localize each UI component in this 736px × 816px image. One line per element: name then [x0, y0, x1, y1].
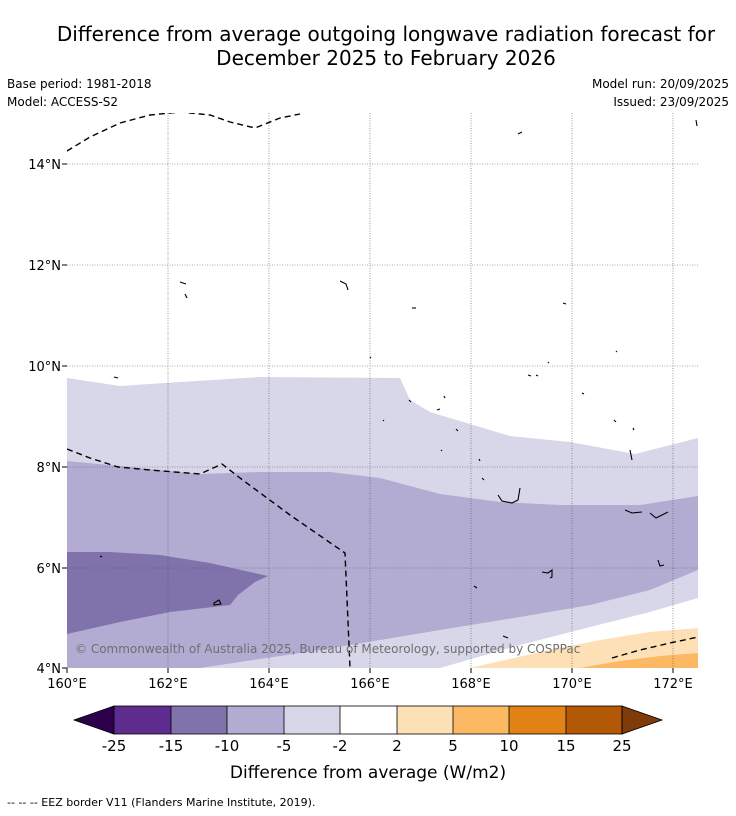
- issued-date: Issued: 23/09/2025: [613, 95, 729, 109]
- island-outlines: [99, 119, 698, 639]
- lon-label: 172°E: [653, 677, 693, 692]
- colorbar-tick: 10: [499, 737, 518, 755]
- colorbar: -25 -15 -10 -5 -2 2 5 10 15 25 Differenc…: [72, 705, 664, 783]
- map-plot-area: [67, 113, 698, 668]
- map-title-line2: December 2025 to February 2026: [216, 46, 556, 70]
- colorbar-swatch: [227, 706, 284, 734]
- colorbar-tick-labels: -25 -15 -10 -5 -2 2 5 10 15 25: [102, 737, 632, 755]
- colorbar-tick: 25: [612, 737, 631, 755]
- colorbar-tick: -15: [159, 737, 184, 755]
- colorbar-swatch: [397, 706, 453, 734]
- base-period: Base period: 1981-2018: [7, 77, 152, 91]
- colorbar-min-arrow: [72, 705, 115, 735]
- lat-label: 4°N: [37, 662, 62, 677]
- lon-label: 170°E: [552, 677, 592, 692]
- lon-label: 168°E: [451, 677, 491, 692]
- gridlines: [67, 113, 698, 668]
- meta-right: Model run: 20/09/2025 Issued: 23/09/2025: [592, 75, 729, 111]
- colorbar-swatch: [509, 706, 566, 734]
- lon-label: 160°E: [47, 677, 87, 692]
- model-name: Model: ACCESS-S2: [7, 95, 119, 109]
- colorbar-swatch: [114, 706, 171, 734]
- colorbar-swatch: [566, 706, 622, 734]
- colorbar-swatch: [340, 706, 397, 734]
- colorbar-label: Difference from average (W/m2): [230, 763, 506, 783]
- colorbar-tick: -5: [277, 737, 292, 755]
- copyright-notice: © Commonwealth of Australia 2025, Bureau…: [75, 642, 580, 656]
- lat-label: 6°N: [37, 562, 62, 577]
- colorbar-swatch: [453, 706, 509, 734]
- lat-label: 10°N: [28, 360, 61, 375]
- lon-label: 164°E: [249, 677, 289, 692]
- anomaly-region-plus5: [580, 653, 698, 668]
- model-run: Model run: 20/09/2025: [591, 77, 729, 91]
- colorbar-tick: -25: [102, 737, 127, 755]
- lat-label: 14°N: [28, 158, 61, 173]
- axis-tick-marks: [62, 163, 674, 673]
- colorbar-swatch: [284, 706, 340, 734]
- anomaly-region-minus10: [67, 552, 268, 634]
- lat-label: 12°N: [28, 259, 61, 274]
- colorbar-dividers: [170, 706, 567, 734]
- eez-footnote: -- -- -- EEZ border V11 (Flanders Marine…: [7, 796, 316, 809]
- eez-borders: [67, 113, 698, 668]
- meta-left: Base period: 1981-2018 Model: ACCESS-S2: [7, 75, 152, 111]
- colorbar-tick: -10: [215, 737, 240, 755]
- colorbar-max-arrow: [621, 705, 664, 735]
- colorbar-frame: [113, 705, 623, 735]
- lon-label: 166°E: [350, 677, 390, 692]
- anomaly-region-plus2: [470, 628, 698, 668]
- lat-label: 8°N: [37, 461, 62, 476]
- latitude-labels: 14°N 12°N 10°N 8°N 6°N 4°N: [28, 158, 61, 677]
- lon-label: 162°E: [148, 677, 188, 692]
- colorbar-tick: 15: [556, 737, 575, 755]
- longitude-labels: 160°E 162°E 164°E 166°E 168°E 170°E 172°…: [47, 677, 693, 692]
- colorbar-tick: 5: [448, 737, 458, 755]
- map-title: Difference from average outgoing longwav…: [0, 22, 736, 70]
- colorbar-tick: 2: [392, 737, 402, 755]
- colorbar-swatch: [171, 706, 227, 734]
- map-title-line1: Difference from average outgoing longwav…: [56, 22, 716, 46]
- colorbar-tick: -2: [333, 737, 348, 755]
